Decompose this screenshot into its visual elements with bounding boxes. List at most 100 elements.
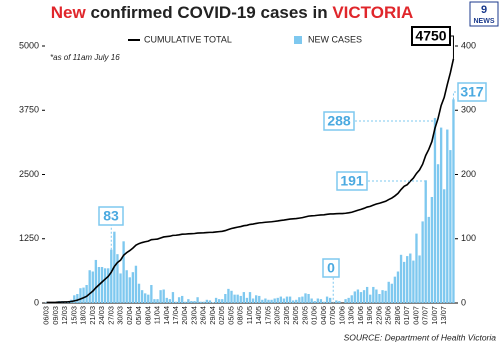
bar [245,297,249,303]
bar [359,292,363,303]
line [46,58,455,304]
x-tick-label: 15/03 [69,306,78,325]
bar [322,301,326,303]
y2-tick-label: 200 [461,169,476,179]
bar [399,254,403,303]
bar [159,290,162,303]
bar [282,298,286,303]
bar [362,290,366,303]
bar [131,272,135,303]
bar [436,164,440,303]
bar [390,283,393,303]
bar [291,300,295,303]
bar [227,288,230,303]
x-tick-label: 18/03 [79,306,88,325]
bar [150,285,153,303]
x-tick-label: 22/06 [374,306,383,325]
source: SOURCE: Department of Health Victoria [344,332,497,342]
label-leader [352,180,427,182]
bar [156,299,159,303]
x-tick-label: 26/05 [291,306,300,325]
bar [205,299,209,303]
bar [412,260,415,303]
bar [301,296,304,303]
bar [248,292,252,303]
bar [140,290,144,303]
x-tick-label: 02/04 [125,306,134,325]
label-box [336,171,368,191]
data-label: 317 [460,84,484,100]
chart-title: New confirmed COVID-19 cases in VICTORIA [51,3,414,22]
bar [270,299,273,303]
x-tick-label: 17/05 [263,306,272,325]
legend-label: CUMULATIVE TOTAL [144,34,232,44]
bar [267,299,270,303]
bar [79,288,82,303]
bar [85,285,88,303]
x-tick-label: 09/03 [51,306,60,325]
bar [199,301,202,303]
x-tick-label: 11/04 [153,306,162,324]
x-tick-label: 26/04 [199,306,208,325]
x-tick-label: 08/05 [236,306,245,325]
bar [365,286,369,303]
x-tick-label: 10/07 [430,306,439,325]
bar [433,117,437,304]
bar [82,287,85,303]
bar [316,298,319,303]
bar [171,292,175,303]
bar [387,281,390,303]
x-tick-label: 20/04 [180,306,189,325]
bar [236,294,239,303]
title-part: New [51,3,87,22]
x-tick-label: 29/04 [208,306,217,325]
bar [242,292,246,303]
x-tick-label: 05/04 [134,306,143,325]
x-tick-label: 23/04 [189,306,198,325]
bar [239,295,242,303]
bar [76,294,79,303]
x-tick-label: 23/05 [282,306,291,325]
bar [153,299,156,303]
bar [165,297,168,303]
y-tick-label: 5000 [19,40,39,50]
x-tick-label: 11/05 [245,306,254,324]
bar [307,294,310,303]
bar [313,301,316,303]
y2-tick-label: 300 [461,105,476,115]
y2-tick-label: 0 [461,297,466,307]
bar [119,273,122,303]
y2-tick-label: 100 [461,233,476,243]
bar [276,297,279,303]
bar [125,270,128,303]
bar [427,216,430,303]
x-tick-label: 19/06 [365,306,374,325]
legend-swatch [294,36,302,44]
bar [137,283,141,303]
bar [418,255,421,303]
y-tick-label: 0 [34,297,39,307]
x-tick-label: 12/03 [60,306,69,325]
note: *as of 11am July 16 [50,53,120,62]
bar [174,301,178,303]
bar [184,301,187,303]
x-tick-label: 05/05 [226,306,235,325]
bar [116,254,119,303]
x-tick-label: 06/03 [42,306,51,325]
bar [45,302,48,303]
x-tick-label: 24/03 [97,306,106,325]
bar [264,298,267,303]
x-tick-label: 17/04 [171,306,180,325]
y-tick-label: 3750 [19,105,39,115]
bar [100,267,104,303]
y2-tick-label: 400 [461,40,476,50]
bar [147,294,150,303]
bar [285,296,289,303]
bar [187,299,190,303]
x-tick-label: 25/06 [384,306,393,325]
data-label: 0 [327,260,335,276]
x-tick-label: 16/06 [356,306,365,325]
label-box [323,111,355,131]
bar [258,295,261,303]
